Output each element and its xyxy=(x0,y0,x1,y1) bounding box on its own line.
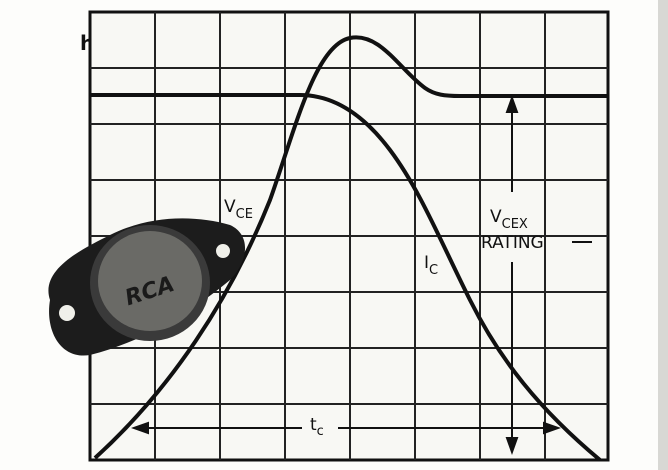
transistor-photo: RCA xyxy=(48,218,246,356)
vce-curve xyxy=(93,35,608,460)
right-edge xyxy=(658,0,668,470)
vcex-label: VCEX xyxy=(490,207,528,232)
mount-hole xyxy=(216,244,230,258)
ic-label: IC xyxy=(424,253,438,278)
label-sub: C xyxy=(429,263,438,278)
label-main: I xyxy=(424,253,429,273)
transistor-top xyxy=(98,231,202,331)
vce-label: VCE xyxy=(224,197,253,222)
label-main: t xyxy=(310,415,317,435)
label-sub: c xyxy=(317,424,324,439)
tc-arrow xyxy=(131,421,561,435)
vcex-label-line2: RATING xyxy=(481,233,544,253)
tc-label: tc xyxy=(310,415,324,439)
label-sub: CEX xyxy=(502,217,528,232)
label-main: V xyxy=(224,197,236,217)
vcex-arrow xyxy=(505,95,592,455)
mount-hole xyxy=(59,305,75,321)
label-sub: CE xyxy=(236,207,253,222)
label-main: V xyxy=(490,207,502,227)
ic-curve xyxy=(90,93,602,462)
